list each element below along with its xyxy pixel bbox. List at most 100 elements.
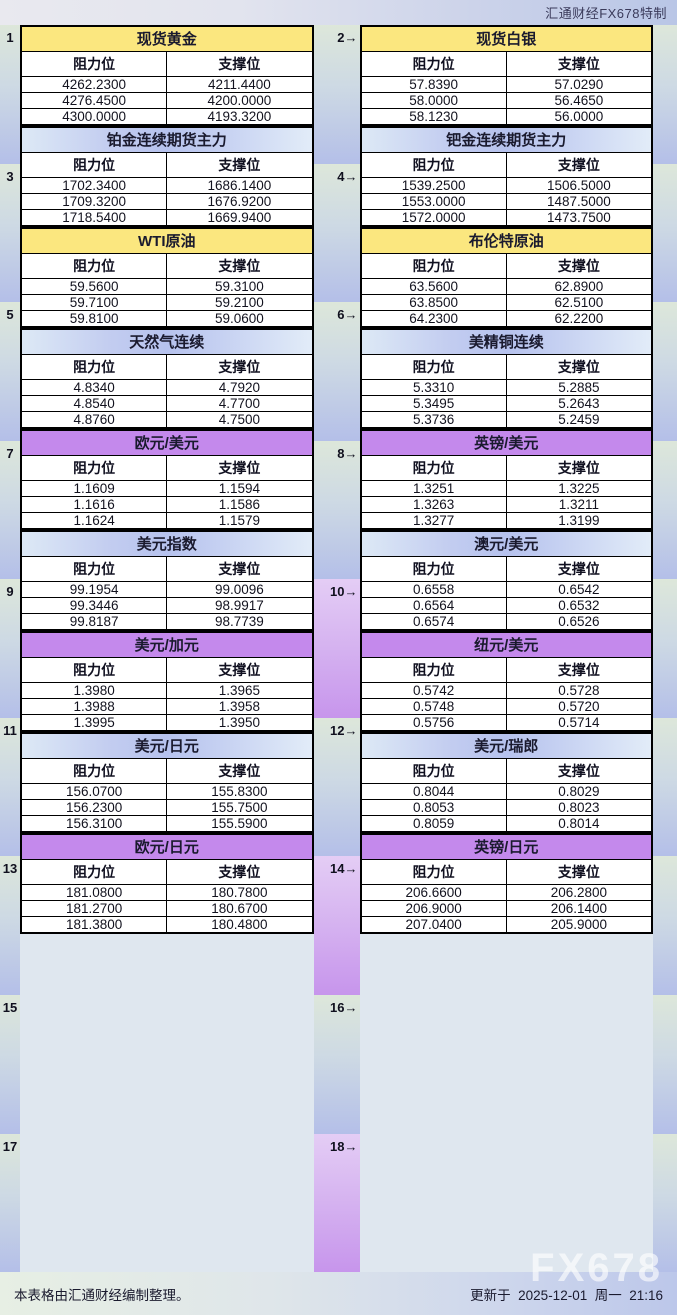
resistance-value: 1.1624 (22, 513, 168, 528)
resistance-value: 156.0700 (22, 784, 168, 799)
resistance-value: 99.8187 (22, 614, 168, 629)
resistance-value: 1572.0000 (362, 210, 507, 225)
left-gutter-band: 15 (0, 994, 20, 1134)
resistance-header: 阻力位 (22, 658, 168, 682)
level-row: 99.1954 99.0096 (22, 582, 312, 598)
block-index-16: 16 → (314, 995, 360, 1020)
level-row: 4.8760 4.7500 (22, 412, 312, 427)
right-gutter-band (653, 717, 677, 857)
level-row: 99.8187 98.7739 (22, 614, 312, 629)
level-row: 59.5600 59.3100 (22, 279, 312, 295)
instrument-block: 英镑/美元 阻力位 支撑位 1.3251 1.3225 1.3263 1.3211 1.327… (359, 429, 653, 530)
resistance-header: 阻力位 (362, 658, 507, 682)
column-header-row: 阻力位 支撑位 (22, 52, 312, 77)
support-value: 1.3211 (558, 497, 600, 512)
support-value: 5.2459 (558, 412, 600, 427)
left-gutter-band: 1 (0, 25, 20, 164)
level-row: 0.8059 0.8014 (361, 816, 651, 831)
resistance-value: 181.2700 (22, 901, 168, 916)
level-row: 4.8540 4.7700 (22, 396, 312, 412)
levels-grid: 1 3 5 7 9 11 13 15 17 现货黄金 阻力位 支撑位 4262.2300 4211.44… (0, 25, 677, 1273)
level-row: 63.5600 62.8900 (361, 279, 651, 295)
resistance-value: 1709.3200 (22, 194, 168, 209)
level-row: 0.6574 0.6526 (361, 614, 651, 629)
support-value: 99.0096 (214, 582, 264, 597)
brand-bar: 汇通财经FX678特制 (0, 0, 677, 25)
block-index-7: 7 (6, 445, 14, 461)
block-index-2: 2 → (314, 25, 360, 50)
support-value: 155.5900 (211, 816, 268, 831)
level-row: 0.6564 0.6532 (361, 598, 651, 614)
block-index-6: 6 → (314, 302, 360, 327)
instrument-block: 现货黄金 阻力位 支撑位 4262.2300 4211.4400 4276.4500 420… (20, 25, 314, 126)
resistance-header: 阻力位 (22, 52, 168, 76)
right-column: 现货白银 阻力位 支撑位 57.8390 57.0290 58.0000 56.4650 58… (359, 25, 653, 1272)
support-header: 支撑位 (557, 662, 600, 678)
support-value: 0.8029 (558, 784, 600, 799)
resistance-value: 0.8053 (362, 800, 507, 815)
instrument-block: 英镑/日元 阻力位 支撑位 206.6600 206.2800 206.9000 206.1… (359, 833, 653, 934)
brand-label: 汇通财经FX678特制 (545, 6, 667, 21)
right-gutter-band (653, 1133, 677, 1273)
support-header: 支撑位 (557, 359, 600, 375)
block-index-label: 4 (337, 168, 345, 184)
support-header: 支撑位 (218, 56, 261, 72)
support-value: 0.6532 (558, 598, 600, 613)
resistance-value: 5.3736 (362, 412, 507, 427)
block-index-14: 14 → (314, 856, 360, 881)
instrument-title: 欧元/日元 (22, 835, 312, 860)
instrument-title: 美元/加元 (22, 633, 312, 658)
resistance-header: 阻力位 (362, 456, 507, 480)
support-header: 支撑位 (557, 864, 600, 880)
right-gutter-band (653, 579, 677, 718)
resistance-value: 0.5748 (362, 699, 507, 714)
level-row: 99.3446 98.9917 (22, 598, 312, 614)
support-value: 1.1594 (218, 481, 261, 496)
block-index-label: 6 (337, 307, 345, 323)
support-value: 62.8900 (554, 279, 604, 294)
support-value: 0.5714 (558, 715, 600, 730)
instrument-title: 美元指数 (22, 532, 312, 557)
instrument-title: 美元/瑞郎 (361, 734, 651, 759)
left-column: 现货黄金 阻力位 支撑位 4262.2300 4211.4400 4276.4500 420… (20, 25, 314, 1272)
resistance-value: 0.5742 (362, 683, 507, 698)
arrow-icon: → (344, 30, 358, 45)
resistance-value: 4262.2300 (22, 77, 168, 92)
middle-gutter-band: 8 → (313, 440, 360, 580)
support-value: 56.0000 (554, 109, 604, 124)
middle-gutter-band: 16 → (313, 994, 360, 1134)
column-header-row: 阻力位 支撑位 (361, 355, 651, 380)
instrument-block: WTI原油 阻力位 支撑位 59.5600 59.3100 59.7100 59.2100 5… (20, 227, 314, 328)
left-gutter-band: 5 (0, 302, 20, 441)
support-value: 1.3225 (558, 481, 600, 496)
block-index-label: 8 (337, 445, 345, 461)
support-value: 1676.9200 (207, 194, 272, 209)
support-value: 180.4800 (211, 917, 268, 932)
resistance-value: 181.0800 (22, 885, 168, 900)
block-index-18: 18 → (314, 1134, 360, 1159)
column-header-row: 阻力位 支撑位 (22, 153, 312, 178)
block-index-label: 12 (330, 722, 345, 738)
block-index-label: 10 (330, 584, 345, 600)
level-row: 1.3277 1.3199 (361, 513, 651, 528)
middle-gutter: 2 → 4 → 6 → 8 → 10 → 12 → 14 → 16 → 18 → (313, 25, 360, 1273)
arrow-icon: → (344, 861, 358, 877)
middle-gutter-band: 6 → (313, 302, 360, 441)
block-index-13: 13 (2, 861, 18, 877)
instrument-block: 美元/日元 阻力位 支撑位 156.0700 155.8300 156.2300 155.7… (20, 732, 314, 833)
level-row: 4300.0000 4193.3200 (22, 109, 312, 124)
resistance-value: 1.3277 (362, 513, 507, 528)
resistance-value: 63.5600 (362, 279, 507, 294)
resistance-value: 1.3263 (362, 497, 507, 512)
block-index-5: 5 (6, 307, 14, 323)
support-value: 59.2100 (214, 295, 264, 310)
level-row: 1.1609 1.1594 (22, 481, 312, 497)
resistance-header: 阻力位 (362, 355, 507, 379)
left-gutter-band: 7 (0, 440, 20, 580)
support-value: 0.5720 (558, 699, 600, 714)
resistance-value: 1539.2500 (362, 178, 507, 193)
instrument-title: 美元/日元 (22, 734, 312, 759)
resistance-value: 59.7100 (22, 295, 168, 310)
arrow-icon: → (344, 307, 358, 323)
block-index-label: 18 (330, 1138, 345, 1154)
